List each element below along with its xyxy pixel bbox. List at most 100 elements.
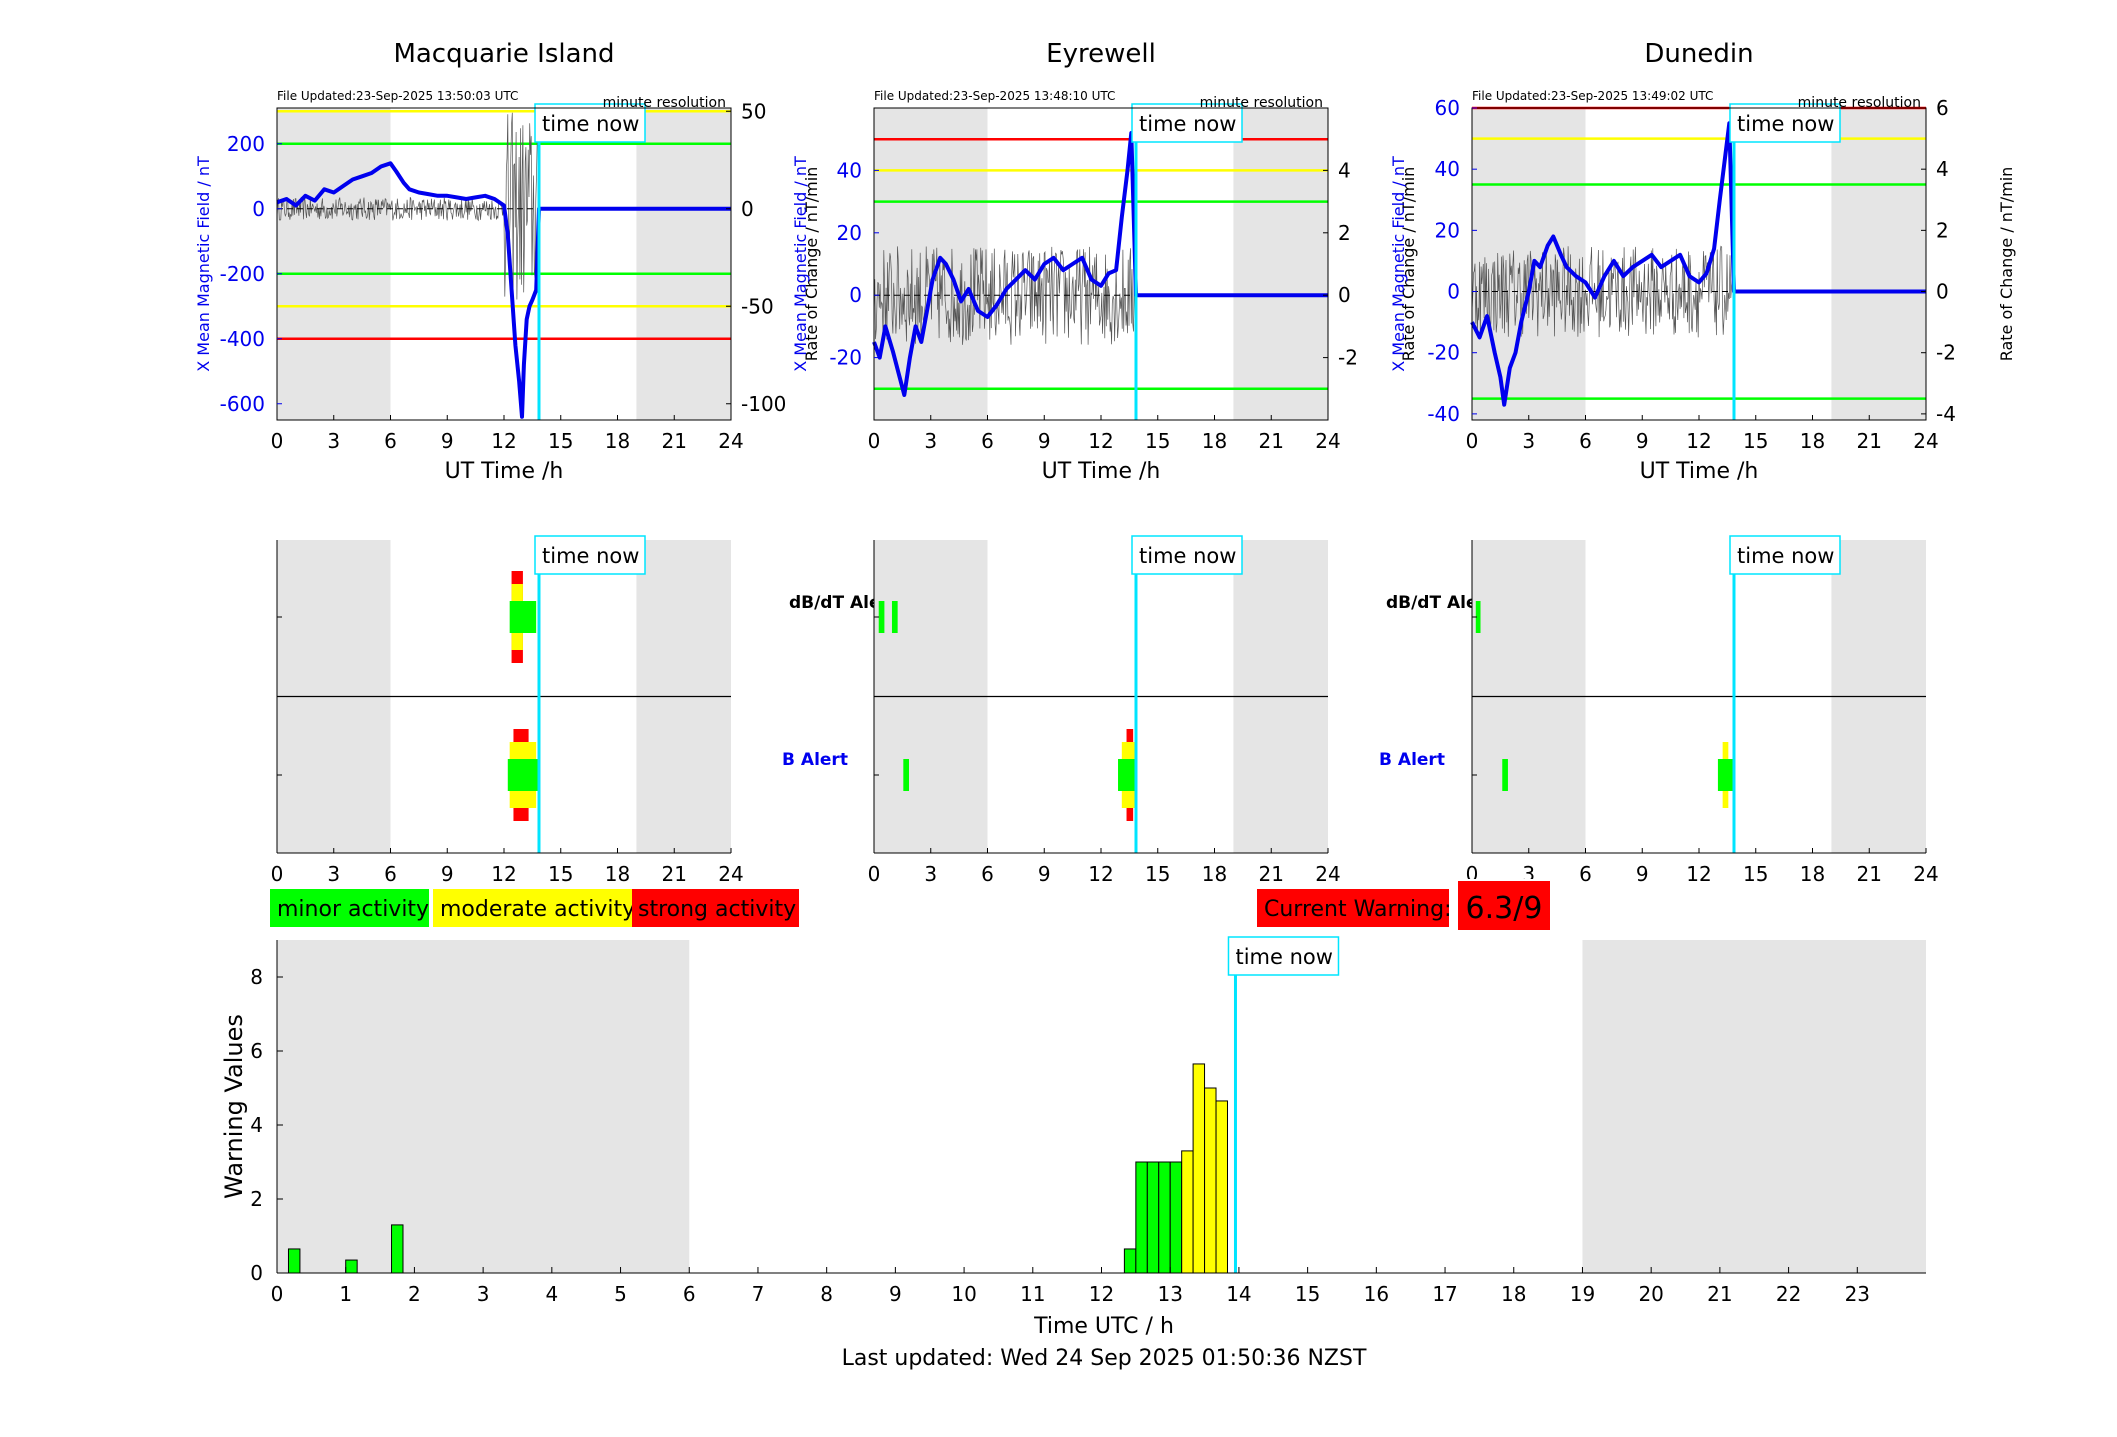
x-tick-label: 18	[1202, 429, 1227, 453]
warning-bar	[1123, 1248, 1137, 1274]
x-tick-label: 24	[1315, 429, 1340, 453]
x-tick-label: 0	[868, 862, 881, 886]
left-tick-label: -20	[829, 346, 862, 370]
time-now-label: time now	[542, 544, 639, 568]
right-tick-label: 50	[741, 99, 766, 123]
station-title: Dunedin	[1644, 39, 1753, 69]
warning-bar	[1192, 1063, 1206, 1274]
x-tick-label: 5	[614, 1282, 627, 1306]
x-tick-label: 18	[1800, 429, 1825, 453]
x-tick-label: 15	[1145, 429, 1170, 453]
warning-bar	[1169, 1161, 1183, 1274]
y-tick-label: 8	[250, 965, 263, 989]
x-tick-label: 12	[1686, 429, 1711, 453]
rate-of-change-series	[276, 112, 540, 300]
b-alert-block	[1118, 759, 1136, 791]
night-shade	[277, 940, 690, 1273]
left-tick-label: 0	[252, 197, 265, 221]
x-tick-label: 24	[718, 429, 743, 453]
left-tick-label: -200	[220, 262, 265, 286]
x-axis-label: UT Time /h	[445, 459, 564, 484]
x-tick-label: 3	[327, 862, 340, 886]
warning-bar	[287, 1248, 301, 1274]
dbdt-alert-block	[509, 601, 537, 633]
left-tick-label: 40	[1435, 157, 1460, 181]
x-axis-label: UT Time /h	[1640, 459, 1759, 484]
warning-bar	[1204, 1087, 1217, 1274]
x-tick-label: 23	[1845, 1282, 1870, 1306]
x-tick-label: 0	[271, 429, 284, 453]
left-tick-label: 0	[849, 283, 862, 307]
left-axis-label: X Mean Magnetic Field / nT	[1389, 156, 1408, 372]
x-tick-label: 0	[868, 429, 881, 453]
x-tick-label: 2	[408, 1282, 421, 1306]
night-shade	[874, 108, 988, 420]
x-tick-label: 15	[1743, 429, 1768, 453]
right-tick-label: -50	[741, 294, 774, 318]
warning-bar	[345, 1259, 358, 1274]
x-tick-label: 19	[1570, 1282, 1595, 1306]
x-tick-label: 6	[1579, 429, 1592, 453]
magnetic-field-series	[872, 131, 1328, 397]
b-alert-block	[903, 759, 909, 791]
left-tick-label: 200	[227, 132, 265, 156]
warning-bar	[391, 1224, 404, 1274]
b-alert-block	[1502, 759, 1508, 791]
right-tick-label: 0	[741, 197, 754, 221]
station-panel-1: Eyrewell time now File Updated:23-Sep-2025…	[791, 39, 1418, 484]
right-tick-label: 6	[1936, 96, 1949, 120]
left-tick-label: -600	[220, 392, 265, 416]
dbdt-alert-block	[891, 601, 898, 633]
x-tick-label: 12	[491, 429, 516, 453]
x-tick-label: 9	[1038, 862, 1051, 886]
left-tick-label: 40	[837, 158, 862, 182]
right-tick-label: -2	[1338, 346, 1358, 370]
x-tick-label: 12	[1686, 862, 1711, 886]
legend-minor-swatch	[270, 889, 429, 927]
legend-strong-label: strong activity	[638, 897, 796, 922]
right-axis-label: Rate of Change / nT/min	[1997, 167, 2016, 362]
right-tick-label: 0	[1338, 283, 1351, 307]
x-tick-label: 9	[441, 429, 454, 453]
station-panel-2: Dunedin time now File Updated:23-Sep-2025 …	[1389, 39, 2016, 484]
x-tick-label: 8	[820, 1282, 833, 1306]
time-now-label: time now	[1737, 112, 1834, 136]
x-tick-label: 7	[752, 1282, 765, 1306]
time-now-label-box	[1131, 535, 1243, 575]
left-tick-label: -20	[1427, 341, 1460, 365]
x-tick-label: 21	[1259, 429, 1284, 453]
x-tick-label: 6	[981, 862, 994, 886]
left-tick-label: -40	[1427, 402, 1460, 426]
left-axis-label: X Mean Magnetic Field / nT	[791, 156, 810, 372]
x-tick-label: 6	[981, 429, 994, 453]
alert-panel-1: time now 0 3 6 9 12 15 18 21 24 dB/dT Alert B Alert	[868, 535, 1494, 886]
x-tick-label: 3	[1522, 429, 1535, 453]
legend-moderate-swatch	[433, 889, 632, 927]
y-axis-label: Warning Values	[220, 1014, 248, 1199]
x-tick-label: 6	[384, 862, 397, 886]
time-now-label-box	[1729, 103, 1841, 143]
x-tick-label: 18	[1800, 862, 1825, 886]
x-tick-label: 15	[1295, 1282, 1320, 1306]
x-tick-label: 9	[1038, 429, 1051, 453]
x-tick-label: 3	[924, 429, 937, 453]
x-tick-label: 24	[1913, 862, 1938, 886]
night-shade	[1582, 940, 1926, 1273]
time-now-label-box	[1131, 103, 1243, 143]
y-tick-label: 2	[250, 1187, 263, 1211]
right-tick-label: 2	[1338, 221, 1351, 245]
x-tick-label: 12	[1088, 862, 1113, 886]
x-tick-label: 21	[662, 862, 687, 886]
current-warning-value: 6.3/9	[1466, 891, 1543, 926]
dbdt-alert-block	[878, 601, 885, 633]
right-tick-label: -4	[1936, 402, 1956, 426]
right-tick-label: 4	[1936, 157, 1949, 181]
current-warning-label: Current Warning:	[1264, 897, 1451, 922]
x-tick-label: 9	[1636, 862, 1649, 886]
station-title: Eyrewell	[1046, 39, 1156, 69]
night-shade	[1233, 108, 1328, 420]
x-tick-label: 15	[1145, 862, 1170, 886]
b-alert-block	[1717, 759, 1734, 791]
legend-strong-swatch	[632, 889, 799, 927]
right-tick-label: 2	[1936, 218, 1949, 242]
